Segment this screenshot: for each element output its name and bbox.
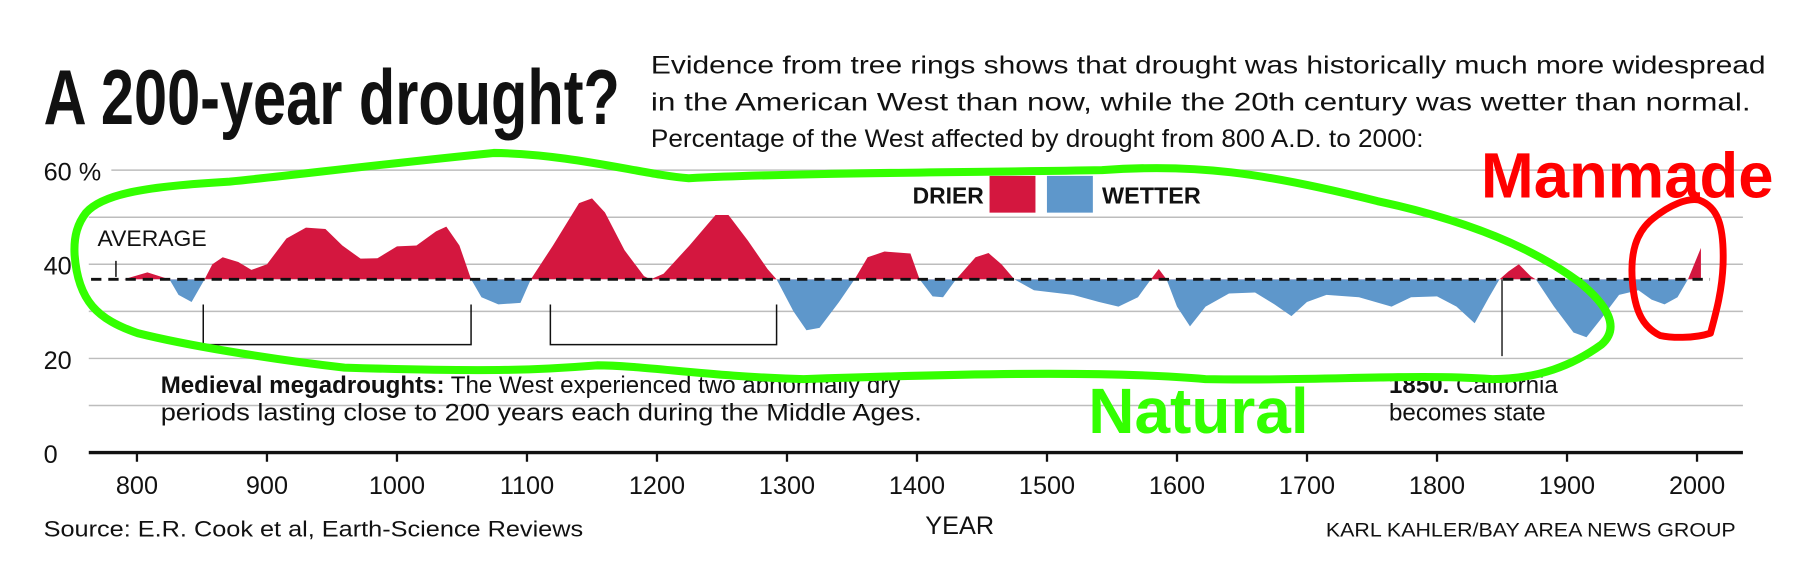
x-tick-label: 1900 [1539, 472, 1595, 500]
x-tick-label: 1600 [1149, 472, 1205, 500]
y-tick-label: 40 [44, 253, 72, 281]
x-tick-label: 1800 [1409, 472, 1465, 500]
manmade-loop-annotation [1628, 196, 1727, 341]
subtitle-line-3: Percentage of the West affected by droug… [651, 125, 1424, 153]
megadrought-bracket [202, 304, 472, 346]
california-annotation-line-2: becomes state [1389, 399, 1546, 426]
y-axis-labels: 0 20 40 60 % [44, 159, 102, 469]
average-label: AVERAGE [98, 226, 207, 251]
credit-note: KARL KAHLER/BAY AREA NEWS GROUP [1326, 519, 1736, 541]
megadrought-bracket [549, 304, 778, 346]
medieval-annotation-line-2: periods lasting close to 200 years each … [161, 399, 922, 426]
wetter-area [123, 279, 1701, 338]
y-tick-label: 20 [44, 347, 72, 375]
legend-drier-label: DRIER [913, 182, 985, 208]
x-tick-label: 1400 [889, 472, 945, 500]
subtitle-line-1: Evidence from tree rings shows that drou… [651, 52, 1766, 80]
x-tick-label: 1300 [759, 472, 815, 500]
y-tick-label: 60 % [44, 159, 102, 187]
source-note: Source: E.R. Cook et al, Earth-Science R… [44, 516, 584, 541]
legend-wetter-label: WETTER [1102, 182, 1201, 208]
x-tick-label: 1200 [629, 472, 685, 500]
chart-title: A 200-year drought? [44, 53, 620, 141]
x-tick-label: 900 [246, 472, 288, 500]
natural-loop-annotation [70, 148, 1615, 384]
natural-label: Natural [1088, 375, 1308, 447]
medieval-brackets [202, 304, 778, 346]
x-tick-label: 1700 [1279, 472, 1335, 500]
manmade-label: Manmade [1481, 140, 1774, 212]
x-tick-label: 1500 [1019, 472, 1075, 500]
drought-areas [123, 198, 1701, 338]
legend: DRIER WETTER [913, 175, 1201, 213]
medieval-annotation-bold: Medieval megadroughts: [161, 372, 445, 399]
x-tick-label: 2000 [1669, 472, 1725, 500]
legend-wetter-swatch [1046, 175, 1093, 213]
x-axis-title: YEAR [925, 512, 994, 540]
x-tick-label: 800 [116, 472, 158, 500]
y-tick-label: 0 [44, 441, 58, 469]
subtitle-line-2: in the American West than now, while the… [651, 88, 1751, 116]
x-tick-label: 1000 [369, 472, 425, 500]
x-tick-label: 1100 [500, 472, 554, 500]
drier-area [123, 198, 1701, 280]
x-axis-ticks: 800 900 1000 1100 1200 1300 1400 1500 1600 1700 18… [116, 452, 1725, 500]
legend-drier-swatch [989, 175, 1036, 213]
